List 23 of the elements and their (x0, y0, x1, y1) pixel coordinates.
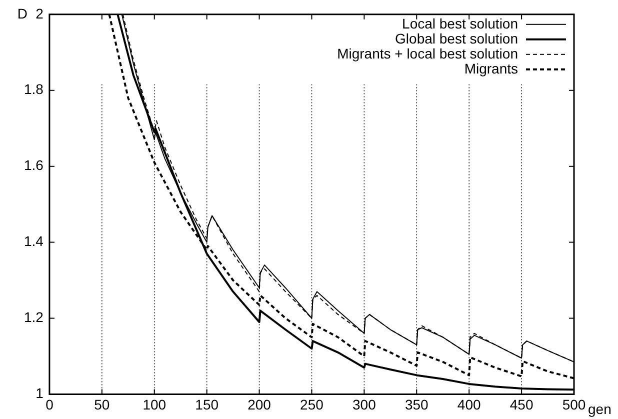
x-tick-label: 200 (248, 396, 272, 412)
x-tick-label: 350 (404, 396, 429, 412)
x-tick-label: 0 (46, 396, 54, 412)
legend-label: Migrants + local best solution (337, 45, 518, 62)
x-tick-label: 50 (94, 396, 110, 412)
legend-label: Migrants (464, 60, 518, 76)
y-tick-label: 1.4 (24, 233, 44, 250)
legend-label: Global best solution (395, 30, 518, 46)
legend-label: Local best solution (402, 15, 518, 32)
x-tick-label: 100 (142, 396, 166, 412)
y-tick-label: 2 (36, 5, 44, 22)
x-tick-label: 150 (195, 396, 219, 412)
y-tick-label: 1.2 (24, 309, 44, 326)
y-tick-label: 1.6 (24, 157, 44, 174)
x-tick-label: 450 (510, 396, 534, 412)
y-tick-label: 1 (36, 385, 44, 402)
x-tick-label: 300 (352, 396, 376, 412)
x-tick-label: 250 (300, 396, 324, 412)
x-tick-label: 500 (562, 396, 586, 412)
x-axis-title: gen (588, 401, 612, 418)
y-tick-label: 1.8 (24, 81, 44, 98)
x-tick-label: 400 (457, 396, 481, 412)
y-axis-title: D (17, 5, 28, 22)
